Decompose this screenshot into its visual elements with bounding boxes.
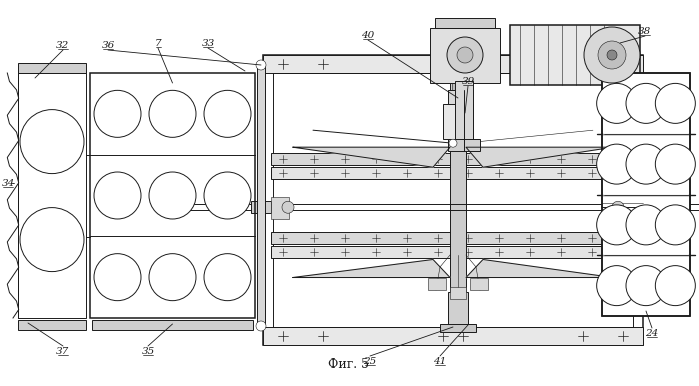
Bar (455, 81, 473, 143)
Bar (271, 232, 635, 244)
Circle shape (607, 50, 617, 60)
Bar (18, 73, 86, 318)
Bar (448, 292, 468, 327)
Circle shape (626, 83, 666, 124)
Circle shape (282, 201, 294, 213)
Bar (90, 73, 255, 318)
Polygon shape (293, 259, 450, 278)
Bar (448, 90, 468, 104)
Text: 34: 34 (1, 178, 15, 188)
Circle shape (149, 90, 196, 137)
Circle shape (447, 37, 483, 73)
Bar (448, 139, 480, 151)
Circle shape (656, 205, 696, 245)
Circle shape (612, 201, 624, 213)
Circle shape (597, 144, 637, 184)
Bar (510, 25, 640, 85)
Bar (251, 201, 271, 213)
Circle shape (94, 254, 141, 301)
Circle shape (256, 321, 266, 331)
Circle shape (20, 208, 84, 272)
Circle shape (597, 266, 637, 306)
Circle shape (204, 172, 251, 219)
Text: 24: 24 (645, 328, 658, 337)
Bar (263, 327, 643, 345)
Text: 35: 35 (141, 347, 154, 356)
Circle shape (204, 254, 251, 301)
Bar (450, 70, 466, 330)
Text: 39: 39 (461, 76, 475, 86)
Bar (428, 278, 446, 290)
Bar (271, 197, 289, 219)
Bar (92, 320, 253, 330)
Text: 32: 32 (57, 41, 70, 49)
Circle shape (149, 172, 196, 219)
Text: Фиг. 5: Фиг. 5 (329, 359, 370, 371)
Bar (602, 73, 690, 316)
Bar (443, 104, 473, 139)
Bar (450, 287, 466, 299)
Bar (273, 73, 633, 327)
Bar (635, 201, 655, 213)
Text: 25: 25 (363, 357, 377, 366)
Circle shape (626, 266, 666, 306)
Polygon shape (466, 147, 613, 167)
Bar (617, 197, 635, 219)
Circle shape (626, 205, 666, 245)
Bar (271, 167, 635, 179)
Text: 40: 40 (361, 30, 375, 39)
Circle shape (94, 90, 141, 137)
Text: 36: 36 (101, 41, 115, 49)
Text: 33: 33 (201, 39, 215, 47)
Bar (470, 278, 488, 290)
Polygon shape (293, 147, 450, 167)
Bar (263, 55, 643, 73)
Text: 37: 37 (57, 347, 70, 356)
Bar (257, 65, 265, 326)
Bar (18, 320, 86, 330)
Bar (271, 153, 635, 165)
Bar (263, 55, 643, 345)
Bar (435, 18, 495, 28)
Bar (271, 245, 635, 257)
Circle shape (656, 266, 696, 306)
Circle shape (204, 90, 251, 137)
Circle shape (584, 27, 640, 83)
Circle shape (20, 110, 84, 174)
Text: 7: 7 (154, 39, 161, 47)
Bar (453, 305, 463, 330)
Circle shape (656, 83, 696, 124)
Bar (430, 28, 500, 83)
Circle shape (457, 47, 473, 63)
Text: 38: 38 (638, 27, 651, 36)
Circle shape (597, 205, 637, 245)
Bar (440, 324, 476, 332)
Bar (602, 73, 690, 316)
Bar (18, 63, 86, 73)
Polygon shape (466, 259, 613, 278)
Circle shape (656, 144, 696, 184)
Text: 41: 41 (433, 357, 447, 366)
Circle shape (94, 172, 141, 219)
Circle shape (597, 83, 637, 124)
Circle shape (449, 139, 457, 147)
Circle shape (256, 60, 266, 70)
Circle shape (598, 41, 626, 69)
Bar (452, 73, 464, 95)
Circle shape (626, 144, 666, 184)
Circle shape (149, 254, 196, 301)
